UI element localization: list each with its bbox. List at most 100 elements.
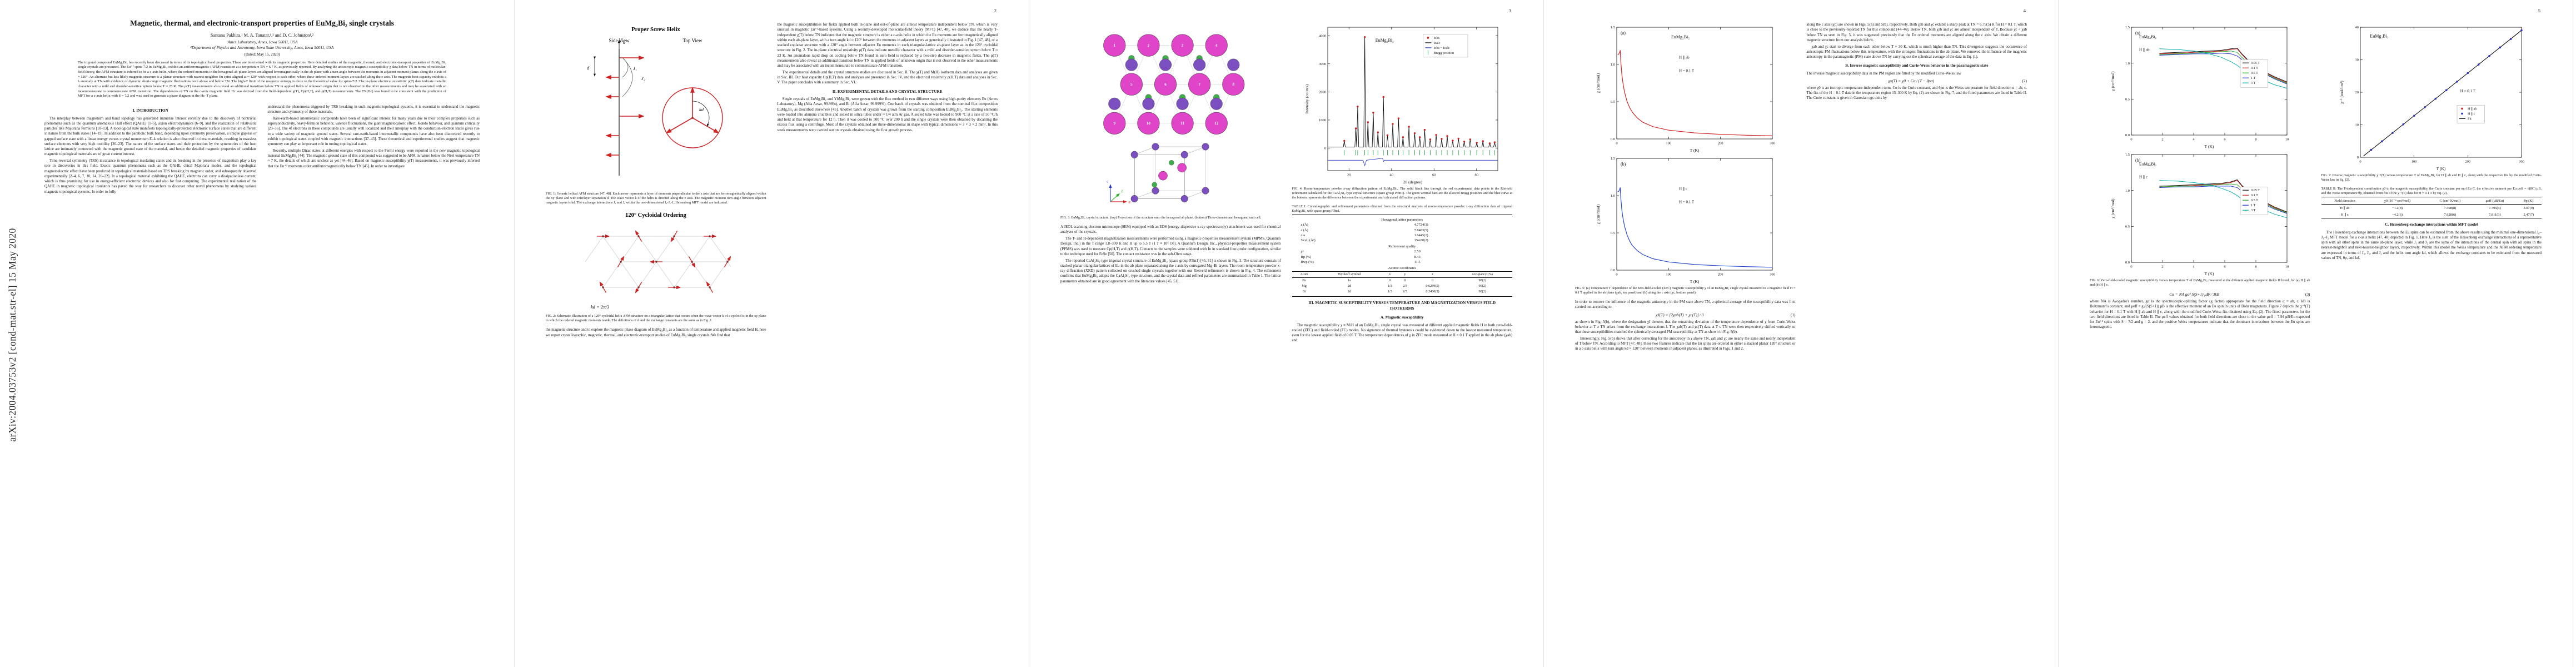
svg-text:3000: 3000: [1319, 62, 1326, 66]
svg-text:300: 300: [1770, 273, 1775, 277]
svg-text:0.5: 0.5: [1611, 100, 1615, 104]
svg-text:χ (cm³/mol): χ (cm³/mol): [2110, 198, 2115, 218]
chart-fig7: 0 100 200 300 0 10 20 30 40 EuMg₂Bi₂ H = 0.1 T H ∥ …: [2321, 23, 2542, 172]
table-cell: 0: [1389, 278, 1391, 283]
svg-text:H ∥ ab: H ∥ ab: [2139, 48, 2150, 52]
affiliation-1: ¹Ames Laboratory, Ames, Iowa 50011, USA: [226, 39, 298, 44]
svg-text:EuMg₂Bi₂: EuMg₂Bi₂: [1375, 38, 1393, 43]
turn-angle-label: kd: [699, 107, 704, 112]
equation-number: (1): [1790, 312, 1796, 317]
table-cell: −1.2(8): [2391, 206, 2403, 210]
svg-text:6: 6: [2224, 138, 2226, 142]
table-section-header: Refinement quality: [1388, 244, 1416, 248]
helix-structure-diagram: Proper Screw Helix Side View Top View k …: [587, 27, 723, 176]
svg-text:1 T: 1 T: [2251, 76, 2256, 80]
svg-text:1.5: 1.5: [2125, 26, 2130, 29]
svg-text:300: 300: [2519, 160, 2524, 164]
table-row: c/a 1.6445(1): [1292, 233, 1513, 238]
svg-text:a: a: [1129, 200, 1131, 205]
svg-text:40: 40: [2355, 26, 2359, 29]
equation-number: (3): [2305, 292, 2310, 297]
svg-text:2000: 2000: [1319, 91, 1326, 94]
svg-text:(a): (a): [2135, 31, 2140, 36]
svg-text:0.5 T: 0.5 T: [2251, 198, 2258, 202]
plot: 0 100 200 300 0 10 20 30 40 EuMg₂Bi₂ H = 0.1 T H ∥ …: [2339, 26, 2524, 171]
table-cell: 0.6289(5): [1426, 284, 1439, 288]
chart-fig5b: 0 100 200 300 0.0 0.5 1.0 1.5 (b) H ∥ c H = 0.1 T T…: [1575, 154, 1796, 285]
paragraph: understand the phenomena triggered by TR…: [267, 104, 480, 115]
paragraph: where NA is Avogadro's number, gα is the…: [2090, 300, 2310, 330]
column-right: 20 40 60 80 0 1000 2000 3000 4000 EuMg₂Bi₂ Iobs Ica…: [1292, 22, 1513, 345]
table-cell: c/a: [1301, 233, 1305, 237]
svg-text:T (K): T (K): [1690, 279, 1700, 284]
paragraph: The magnetic susceptibility χ ≡ M/H of a…: [1292, 323, 1513, 343]
page-2: 2 Proper Screw Helix Side View Top View …: [515, 0, 1029, 667]
svg-text:1.0: 1.0: [2125, 62, 2130, 66]
helix-side-view: k d J₁ J₂: [587, 39, 645, 176]
table-cell: 99(2): [1478, 284, 1486, 288]
svg-text:2θ (degree): 2θ (degree): [1403, 180, 1423, 185]
table-cell: 4.7724(3): [1414, 223, 1428, 227]
column-header: C (cm³ K/mol): [2426, 197, 2474, 205]
table-cell: 8.43: [1414, 255, 1421, 259]
table-table1: Hexagonal lattice parameters a (Å) 4.7724(…: [1292, 215, 1513, 297]
svg-text:1 T: 1 T: [2251, 203, 2256, 207]
svg-text:100: 100: [2411, 160, 2417, 164]
page-4: 4 0 100 200 300 0.0 0.5 1.0 1.5 (a) EuMg₂Bi₂ H ∥ a…: [1544, 0, 2059, 667]
column-right: the magnetic susceptibilities for fields…: [778, 22, 998, 134]
svg-text:0: 0: [1616, 142, 1618, 146]
subsection-heading: C. Heisenberg exchange interactions with…: [2385, 222, 2478, 227]
svg-text:χ (cm³/mol): χ (cm³/mol): [1596, 73, 1601, 93]
figure-caption: FIG. 1: Generic helical AFM structure [4…: [546, 192, 766, 205]
table-table2: Field direction χ0 (10⁻⁴ cm³/mol) C (cm³ K…: [2321, 197, 2542, 219]
paragraph: In order to remove the influence of the …: [1575, 300, 1796, 310]
svg-text:0.5 T: 0.5 T: [2251, 71, 2258, 75]
j2-label: J₂: [641, 76, 645, 81]
turn-angle-label: kd = 2π/3: [591, 304, 609, 310]
svg-text:20: 20: [1347, 173, 1351, 177]
svg-text:EuMg₂Bi₂: EuMg₂Bi₂: [1671, 34, 1690, 39]
two-column-body: 0 100 200 300 0.0 0.5 1.0 1.5 (a) EuMg₂Bi₂ H ∥ ab H…: [1575, 22, 2027, 353]
svg-text:0.0: 0.0: [2125, 133, 2130, 137]
svg-text:4000: 4000: [1319, 34, 1326, 38]
svg-text:6: 6: [2224, 265, 2226, 269]
table-cell: 0: [1431, 278, 1433, 283]
paragraph: Single crystals of EuMg₂Bi₂ and YbMg₂Bi₂…: [777, 97, 998, 132]
table-row: Eu 1a 0 0 0 98(2): [1292, 277, 1513, 283]
svg-text:T (K): T (K): [2205, 271, 2214, 276]
plot: 0 2 4 6 8 10 0.0 0.5 1.0 1.5 (a)EuMg₂Bi₂ H ∥ ab 0.05…: [2110, 26, 2289, 149]
table-cell: 7.811(3): [2489, 212, 2501, 217]
column-header: Atom: [1292, 271, 1317, 278]
column-header: z: [1412, 271, 1453, 278]
affiliation-2: ²Department of Physics and Astronomy, Io…: [190, 44, 334, 50]
table-section-header: Atomic coordinates: [1388, 266, 1416, 270]
column-header: x: [1382, 271, 1398, 278]
table-cell: 98(2): [1478, 290, 1486, 294]
column-left: Proper Screw Helix Side View Top View k …: [546, 22, 766, 339]
figure-title: Proper Screw Helix: [632, 27, 681, 33]
layer-spacing-label: d: [587, 65, 590, 71]
page-number: 3: [1508, 8, 1511, 13]
table-cell: 1/3: [1387, 284, 1392, 288]
table-row: c (Å) 7.8483(5): [1292, 228, 1513, 233]
svg-text:0.0: 0.0: [1611, 137, 1615, 141]
column-right: understand the phenomena triggered by TR…: [268, 104, 480, 171]
svg-text:Bragg position: Bragg position: [1433, 51, 1454, 55]
table-header-row: Atom Wyckoff symbol x y z occupancy (%): [1292, 271, 1512, 278]
plot: 20 40 60 80 0 1000 2000 3000 4000 EuMg₂Bi₂ IobsIca…: [1304, 27, 1498, 185]
svg-text:χ⁻¹ (mol/cm³): χ⁻¹ (mol/cm³): [2339, 81, 2344, 104]
figure-fig1: Proper Screw Helix Side View Top View k …: [546, 23, 766, 190]
table-cell: 1a: [1347, 278, 1351, 283]
column-header: θp (K): [2515, 197, 2542, 205]
page-number: 4: [2023, 8, 2026, 13]
table-cell: 7.796(4): [2488, 206, 2501, 210]
j1-label: J₁: [633, 66, 637, 71]
svg-text:EuMg₂Bi₂: EuMg₂Bi₂: [2139, 161, 2156, 166]
subsection-heading: A. Magnetic susceptibility: [1380, 315, 1424, 320]
svg-text:Intensity (counts): Intensity (counts): [1304, 84, 1309, 113]
front-matter: Magnetic, thermal, and electronic-transp…: [44, 19, 480, 99]
page-number: 2: [994, 8, 996, 13]
svg-text:χ (cm³/mol): χ (cm³/mol): [2110, 71, 2115, 91]
svg-text:4: 4: [2193, 138, 2195, 142]
figure-caption: FIG. 4: Room-temperature powder x-ray di…: [1292, 187, 1513, 200]
